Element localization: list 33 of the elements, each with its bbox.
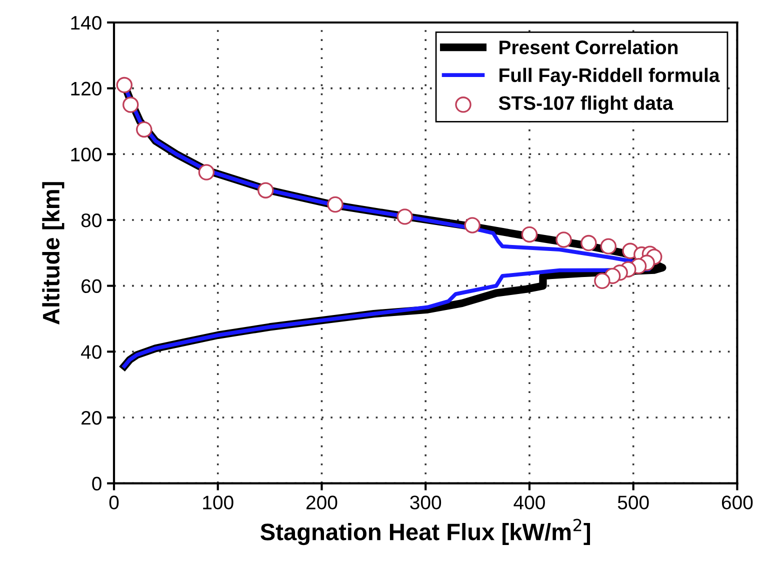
point bbox=[198, 164, 215, 180]
x-tick-label: 0 bbox=[109, 496, 119, 510]
x-tick-label: 500 bbox=[618, 496, 649, 510]
point bbox=[521, 226, 538, 243]
x-tick-label: 300 bbox=[410, 496, 442, 510]
y-tick-label: 140 bbox=[71, 16, 102, 30]
x-tick-label: 400 bbox=[514, 496, 545, 510]
point bbox=[258, 182, 274, 198]
point bbox=[396, 208, 413, 225]
point bbox=[136, 121, 152, 138]
y-tick-label: 0 bbox=[92, 476, 102, 491]
point bbox=[116, 76, 133, 94]
point bbox=[464, 217, 480, 234]
legend-label: STS-107 flight data bbox=[498, 96, 674, 114]
y-tick-label: 20 bbox=[82, 410, 102, 425]
x-tick-label: 100 bbox=[203, 496, 234, 510]
point bbox=[556, 232, 572, 248]
y-tick-label: 40 bbox=[81, 345, 102, 359]
point bbox=[600, 238, 617, 254]
point bbox=[122, 96, 139, 113]
point bbox=[594, 272, 610, 289]
point bbox=[327, 196, 344, 213]
point bbox=[580, 234, 597, 252]
y-axis-title: Altitude [km] bbox=[42, 182, 64, 324]
x-axis-title: Stagnation Heat Flux [kW/m$^{2}$] bbox=[260, 518, 590, 546]
y-tick-label: 80 bbox=[81, 213, 102, 228]
y-tick-label: 120 bbox=[71, 82, 102, 96]
y-tick-label: 100 bbox=[71, 148, 102, 162]
x-tick-label: 600 bbox=[722, 496, 753, 510]
legend-label: Present Correlation bbox=[500, 40, 678, 54]
legend-label: Full Fay-Riddell formula bbox=[500, 68, 720, 86]
x-tick-label: 200 bbox=[306, 496, 338, 510]
y-tick-label: 60 bbox=[82, 279, 102, 294]
